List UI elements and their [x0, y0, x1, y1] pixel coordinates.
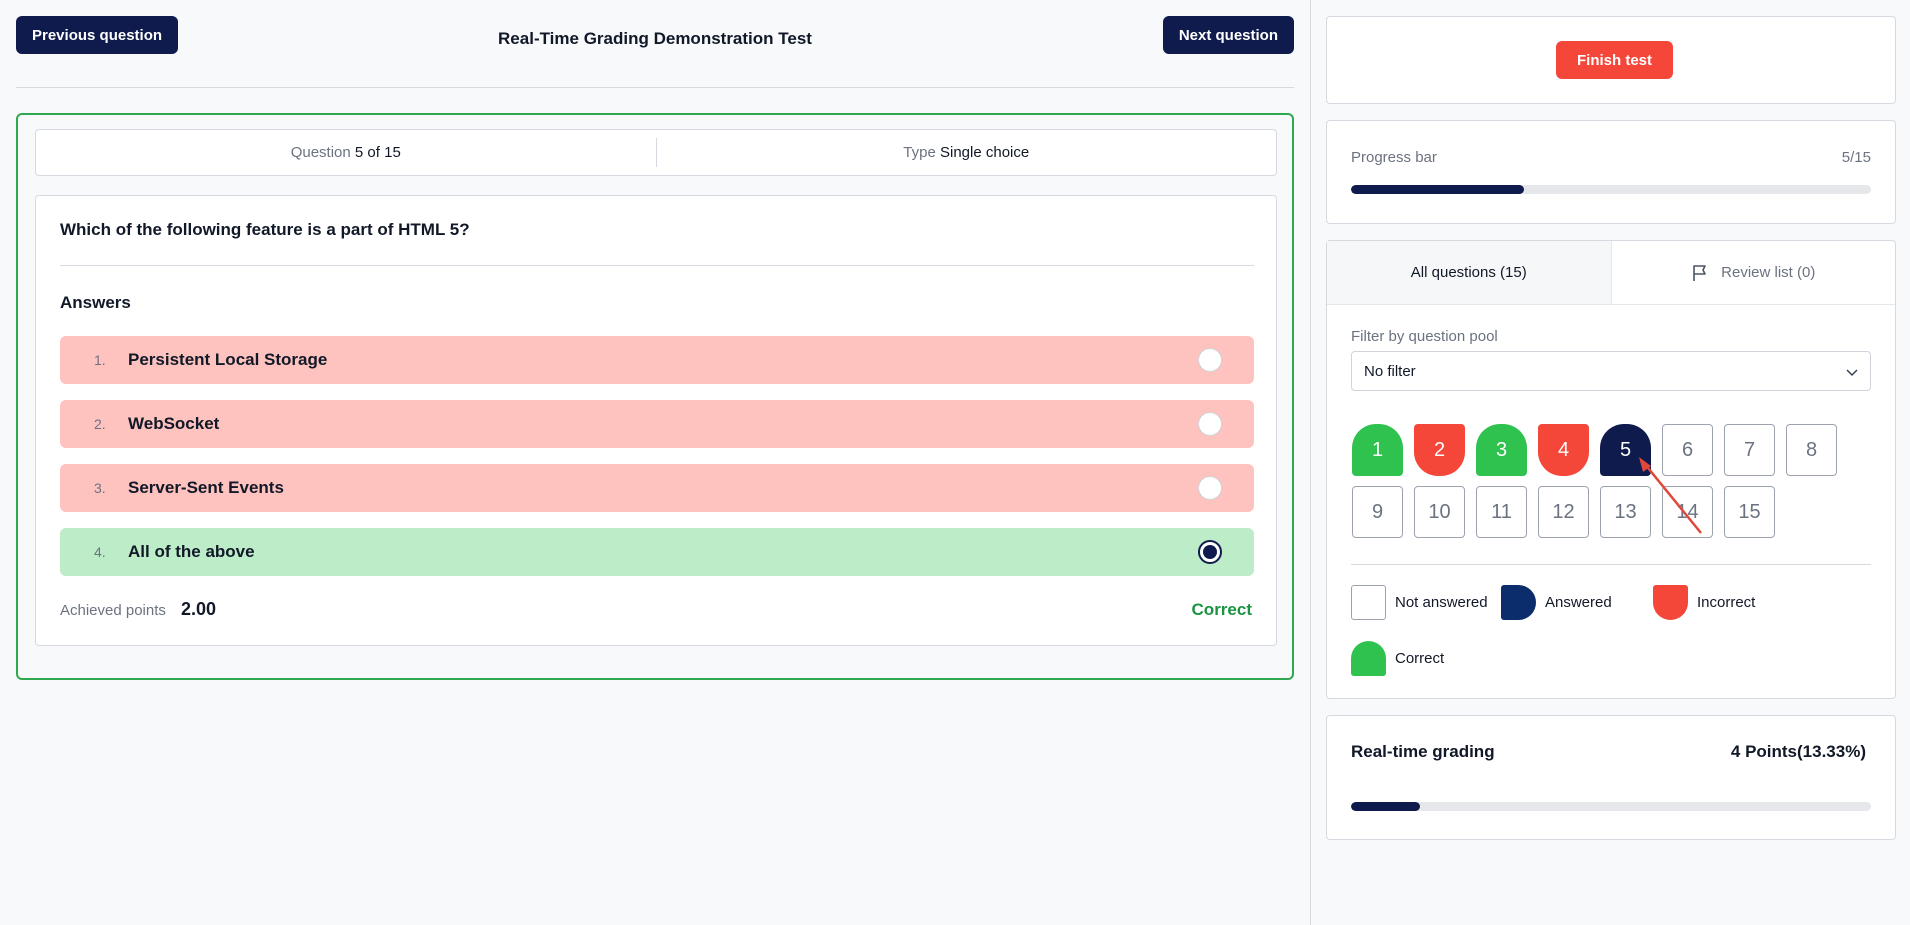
- next-question-button[interactable]: Next question: [1162, 16, 1294, 54]
- tab-all-questions-label: All questions (15): [1410, 264, 1527, 281]
- info-divider: [655, 138, 657, 167]
- finish-card: Finish test: [1326, 16, 1896, 104]
- question-type-value: Single choice: [939, 144, 1030, 161]
- tab-review-list-label: Review list (0): [1721, 264, 1816, 281]
- question-nav-item[interactable]: 4: [1538, 424, 1589, 476]
- not-answered-swatch: [1351, 585, 1386, 620]
- answer-number: 2.: [94, 416, 106, 432]
- answers-heading: Answers: [60, 293, 131, 312]
- legend-divider: [1351, 564, 1871, 565]
- question-nav-item[interactable]: 2: [1414, 424, 1465, 476]
- question-nav-item[interactable]: 7: [1724, 424, 1775, 476]
- legend-not-answered-label: Not answered: [1395, 594, 1488, 611]
- panel-divider: [1310, 0, 1311, 925]
- question-nav-item[interactable]: 8: [1786, 424, 1837, 476]
- grading-label: Real-time grading: [1351, 742, 1495, 761]
- legend-correct: Correct: [1351, 641, 1444, 676]
- answer-number: 1.: [94, 352, 106, 368]
- answer-text: All of the above: [128, 542, 255, 561]
- question-info-bar: Question 5 of 15 Type Single choice: [35, 129, 1277, 176]
- question-nav-item[interactable]: 14: [1662, 486, 1713, 538]
- answer-option[interactable]: 3. Server-Sent Events: [60, 464, 1254, 512]
- progress-bar: [1351, 185, 1871, 194]
- filter-label: Filter by question pool: [1351, 328, 1498, 345]
- legend-not-answered: Not answered: [1351, 585, 1488, 620]
- question-divider: [60, 265, 1254, 266]
- answer-radio[interactable]: [1198, 540, 1222, 564]
- answer-option[interactable]: 4. All of the above: [60, 528, 1254, 576]
- flag-icon: [1693, 264, 1706, 281]
- question-nav-item[interactable]: 1: [1352, 424, 1403, 476]
- question-nav-item[interactable]: 10: [1414, 486, 1465, 538]
- answer-radio[interactable]: [1198, 476, 1222, 500]
- question-number-value: 5 of 15: [354, 144, 401, 161]
- answer-radio[interactable]: [1198, 348, 1222, 372]
- question-nav-item[interactable]: 13: [1600, 486, 1651, 538]
- achieved-points-value: 2.00: [181, 599, 217, 619]
- achieved-points-label: Achieved points: [60, 602, 166, 619]
- tab-review-list[interactable]: Review list (0): [1612, 241, 1896, 304]
- answered-swatch: [1501, 585, 1536, 620]
- question-type: Type Single choice: [657, 144, 1277, 161]
- question-nav-item[interactable]: 6: [1662, 424, 1713, 476]
- answer-radio[interactable]: [1198, 412, 1222, 436]
- question-body: Which of the following feature is a part…: [35, 195, 1277, 646]
- navigator-tabs: All questions (15) Review list (0): [1327, 241, 1895, 305]
- answer-number: 4.: [94, 544, 106, 560]
- question-nav-item[interactable]: 9: [1352, 486, 1403, 538]
- question-nav-item[interactable]: 12: [1538, 486, 1589, 538]
- question-type-label: Type: [903, 144, 936, 161]
- real-time-grading-card: Real-time grading 4 Points(13.33%): [1326, 715, 1896, 840]
- header-divider: [16, 87, 1294, 88]
- answer-text: WebSocket: [128, 414, 220, 433]
- legend-answered-label: Answered: [1545, 594, 1612, 611]
- progress-count: 5/15: [1841, 149, 1871, 166]
- progress-card: Progress bar 5/15: [1326, 120, 1896, 224]
- result-status: Correct: [1191, 600, 1252, 619]
- test-title: Real-Time Grading Demonstration Test: [498, 29, 812, 48]
- answer-text: Persistent Local Storage: [128, 350, 328, 369]
- question-navigator: All questions (15) Review list (0) Filte…: [1326, 240, 1896, 699]
- finish-test-button[interactable]: Finish test: [1556, 41, 1674, 79]
- chevron-down-icon: [1846, 369, 1858, 377]
- progress-bar-fill: [1351, 185, 1525, 194]
- legend-incorrect-label: Incorrect: [1697, 594, 1756, 611]
- question-card: Question 5 of 15 Type Single choice Whic…: [16, 113, 1294, 680]
- question-nav-item[interactable]: 11: [1476, 486, 1527, 538]
- question-pool-filter[interactable]: No filter: [1351, 351, 1871, 391]
- previous-question-button[interactable]: Previous question: [16, 16, 179, 54]
- legend-correct-label: Correct: [1395, 650, 1445, 667]
- answer-number: 3.: [94, 480, 106, 496]
- question-nav-item[interactable]: 15: [1724, 486, 1775, 538]
- tab-all-questions[interactable]: All questions (15): [1327, 241, 1612, 304]
- question-number: Question 5 of 15: [36, 144, 656, 161]
- answer-option[interactable]: 2. WebSocket: [60, 400, 1254, 448]
- question-number-label: Question: [290, 144, 351, 161]
- answer-option[interactable]: 1. Persistent Local Storage: [60, 336, 1254, 384]
- question-nav-item[interactable]: 5: [1600, 424, 1651, 476]
- answer-text: Server-Sent Events: [128, 478, 284, 497]
- grading-bar-fill: [1351, 802, 1421, 811]
- legend-incorrect: Incorrect: [1653, 585, 1755, 620]
- grading-bar: [1351, 802, 1871, 811]
- correct-swatch: [1351, 641, 1386, 676]
- progress-label: Progress bar: [1351, 149, 1437, 166]
- filter-selected-value: No filter: [1364, 362, 1416, 380]
- incorrect-swatch: [1653, 585, 1688, 620]
- question-text: Which of the following feature is a part…: [60, 220, 470, 239]
- question-nav-item[interactable]: 3: [1476, 424, 1527, 476]
- legend-answered: Answered: [1501, 585, 1612, 620]
- grading-value: 4 Points(13.33%): [1730, 742, 1866, 761]
